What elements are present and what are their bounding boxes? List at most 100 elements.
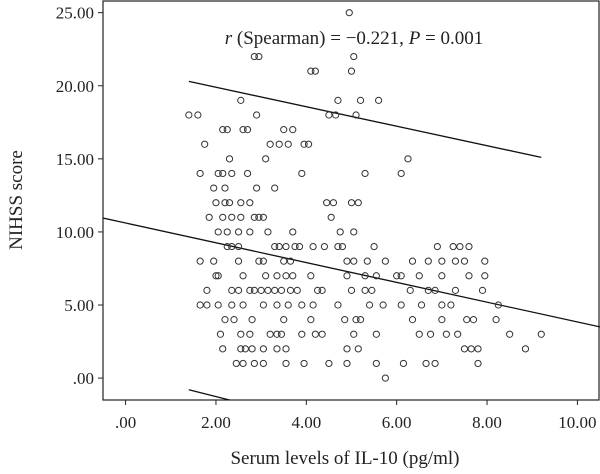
- data-point: [205, 213, 213, 221]
- data-point: [284, 301, 292, 309]
- data-point: [277, 330, 286, 338]
- data-point: [246, 330, 254, 338]
- data-point: [239, 126, 247, 134]
- data-point: [241, 345, 249, 353]
- data-point: [338, 242, 347, 251]
- data-point: [454, 330, 462, 338]
- data-point: [259, 213, 267, 221]
- plot-border: [102, 0, 600, 401]
- data-point: [465, 242, 473, 251]
- data-point: [408, 257, 417, 265]
- data-point: [255, 257, 263, 265]
- data-point: [309, 242, 317, 251]
- x-tick-label: 8.00: [472, 413, 502, 432]
- data-point: [280, 126, 288, 134]
- data-point: [273, 345, 281, 353]
- data-point: [221, 199, 229, 207]
- data-point: [341, 316, 349, 324]
- data-point: [280, 257, 288, 265]
- data-point: [397, 272, 405, 280]
- data-point: [363, 257, 371, 265]
- upper-confidence-line: [188, 80, 542, 159]
- data-point: [259, 359, 267, 368]
- data-point: [250, 52, 258, 61]
- data-point: [253, 184, 261, 192]
- data-point: [474, 359, 482, 368]
- data-point: [280, 316, 288, 324]
- plot-frame: [102, 0, 600, 401]
- data-point: [474, 345, 482, 353]
- data-point: [347, 67, 356, 75]
- data-point: [397, 169, 405, 178]
- data-point: [354, 199, 362, 207]
- data-point: [381, 257, 389, 265]
- data-point: [262, 155, 270, 163]
- data-point: [237, 96, 245, 104]
- data-point: [196, 301, 204, 309]
- data-point: [447, 301, 455, 309]
- data-point: [266, 140, 274, 148]
- data-point: [347, 286, 356, 294]
- data-point: [228, 169, 236, 178]
- data-point: [332, 111, 340, 119]
- data-point: [379, 301, 387, 309]
- x-tick-label: 6.00: [382, 413, 412, 432]
- data-point: [286, 257, 295, 265]
- data-point: [424, 257, 432, 265]
- data-point: [304, 140, 313, 148]
- data-point: [185, 111, 193, 119]
- data-point: [196, 169, 204, 178]
- data-point: [494, 301, 502, 309]
- data-point: [243, 126, 252, 134]
- data-point: [196, 257, 204, 265]
- data-point: [481, 257, 489, 265]
- data-point: [492, 316, 500, 324]
- data-point: [438, 316, 446, 324]
- data-point: [467, 345, 475, 353]
- data-point: [334, 301, 342, 309]
- data-point: [449, 242, 457, 251]
- data-point: [264, 286, 272, 294]
- data-point: [298, 169, 306, 178]
- data-point: [375, 96, 383, 104]
- data-point: [239, 272, 247, 280]
- y-tick-label: .00: [73, 369, 94, 388]
- data-point: [266, 330, 274, 338]
- data-point: [203, 301, 211, 309]
- data-point: [250, 213, 258, 221]
- data-point: [298, 330, 306, 338]
- data-point: [478, 286, 487, 294]
- data-point: [246, 228, 254, 236]
- data-point: [318, 286, 326, 294]
- data-point: [399, 359, 408, 368]
- data-point: [250, 359, 258, 368]
- data-point: [225, 155, 234, 163]
- data-point: [361, 286, 369, 294]
- data-point: [463, 316, 471, 324]
- data-point: [219, 345, 227, 353]
- data-point: [334, 96, 342, 104]
- data-point: [219, 213, 227, 221]
- data-point: [438, 257, 446, 265]
- data-point: [271, 184, 279, 192]
- data-point: [223, 126, 231, 134]
- data-point: [228, 213, 236, 221]
- y-tick-label: 10.00: [56, 223, 94, 242]
- data-point: [250, 286, 258, 294]
- data-point: [239, 359, 247, 368]
- data-point: [234, 228, 243, 236]
- data-point: [264, 228, 272, 236]
- data-point: [282, 242, 290, 251]
- data-point: [537, 330, 545, 338]
- correlation-annotation: r (Spearman) = −0.221, P = 0.001: [225, 28, 484, 49]
- data-point: [246, 199, 254, 207]
- data-point: [210, 257, 218, 265]
- data-point: [237, 213, 245, 221]
- data-point: [243, 169, 252, 178]
- data-point: [314, 286, 322, 294]
- data-point: [291, 242, 299, 251]
- data-point: [329, 199, 338, 207]
- data-point: [223, 242, 231, 251]
- data-point: [320, 242, 328, 251]
